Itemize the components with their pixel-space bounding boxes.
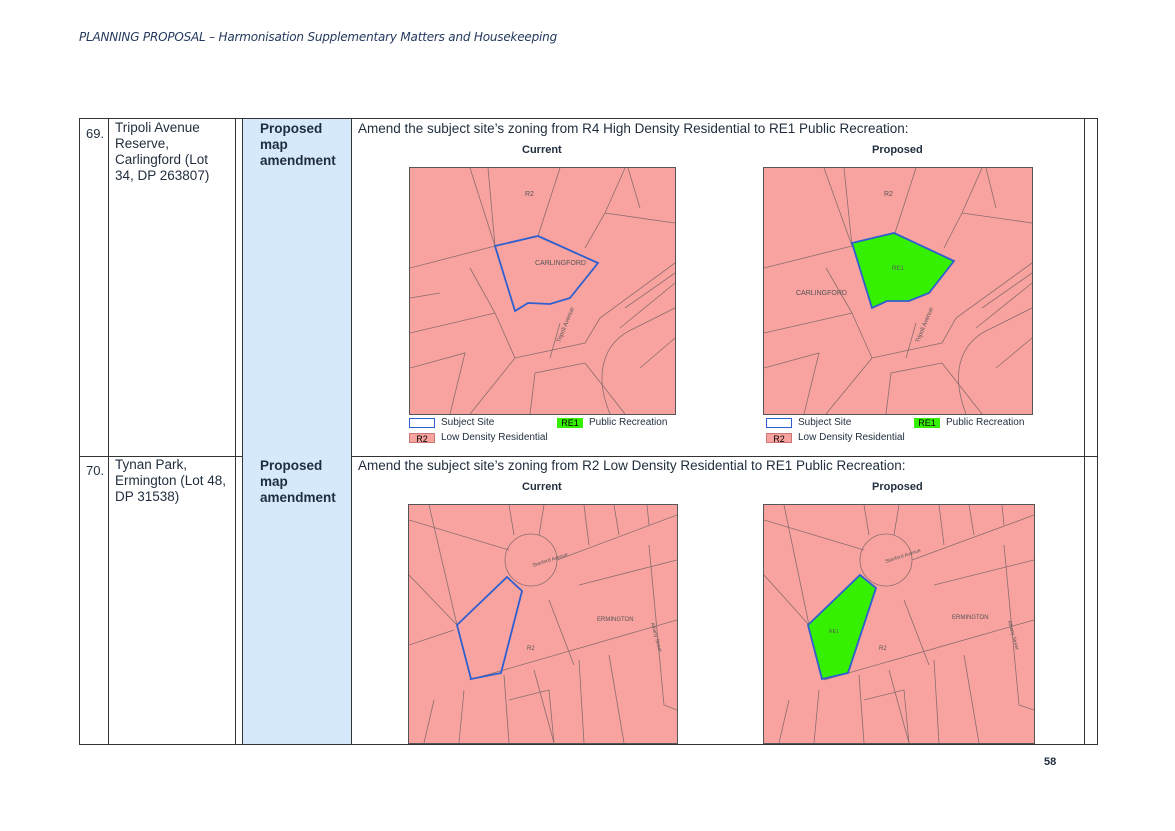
- re1-swatch: RE1: [557, 417, 583, 428]
- re1-swatch: RE1: [914, 417, 940, 428]
- street2-label: Albany Street: [649, 622, 663, 653]
- zone-label: R2: [884, 191, 893, 198]
- suburb-label: CARLINGFORD: [535, 260, 586, 267]
- table-row: 70. Tynan Park, Ermington (Lot 48, DP 31…: [80, 456, 1097, 744]
- street-label: Stanford Avenue: [532, 552, 569, 569]
- site-name: Tripoli Avenue Reserve, Carlingford (Lot…: [115, 120, 210, 183]
- proposed-label: Proposed: [872, 144, 923, 156]
- page-number: 58: [1044, 756, 1057, 768]
- r2-swatch: R2: [409, 432, 435, 444]
- proposed-zoning-map: R2 CARLINGFORD RE1 Tripoli Avenue: [763, 167, 1033, 415]
- subject-site-swatch: [766, 417, 792, 428]
- street-label: Stanford Avenue: [885, 548, 922, 565]
- proposed-zoning-map: R2 ERMINGTON RE1 Stanford Avenue Albany …: [763, 504, 1035, 744]
- row-number: 70.: [86, 463, 105, 478]
- row-number: 69.: [86, 126, 105, 141]
- proposed-label: Proposed: [872, 481, 923, 493]
- map-legend: Subject Site RE1 Public Recreation R2 Low …: [766, 417, 1036, 447]
- site-zone-label: RE1: [892, 266, 904, 272]
- amendment-description: Amend the subject site’s zoning from R2 …: [358, 458, 906, 473]
- amendments-table: 69. Tripoli Avenue Reserve, Carlingford …: [79, 118, 1098, 745]
- current-label: Current: [522, 144, 562, 156]
- zone-label: R2: [525, 191, 534, 198]
- amendment-description: Amend the subject site’s zoning from R4 …: [358, 121, 909, 136]
- suburb-label: ERMINGTON: [597, 617, 634, 623]
- current-label: Current: [522, 481, 562, 493]
- current-zoning-map: R2 ERMINGTON Stanford Avenue Albany Stre…: [408, 504, 678, 744]
- site-zone-label: RE1: [829, 629, 839, 635]
- r2-swatch: R2: [766, 432, 792, 444]
- site-name: Tynan Park, Ermington (Lot 48, DP 31538): [115, 457, 227, 504]
- current-zoning-map: R2 CARLINGFORD Tripoli Avenue: [409, 167, 676, 415]
- page-header: PLANNING PROPOSAL – Harmonisation Supple…: [79, 30, 557, 44]
- subject-site-swatch: [409, 417, 435, 428]
- map-legend: Subject Site RE1 Public Recreation R2 Low …: [409, 417, 679, 447]
- amendment-type: Proposed map amendment: [260, 121, 336, 168]
- suburb-label: ERMINGTON: [952, 615, 989, 621]
- zone-label: R2: [527, 646, 535, 652]
- suburb-label: CARLINGFORD: [796, 290, 847, 297]
- street-label: Tripoli Avenue: [915, 306, 935, 344]
- amendment-type: Proposed map amendment: [260, 458, 336, 505]
- table-row: 69. Tripoli Avenue Reserve, Carlingford …: [80, 119, 1097, 457]
- zone-label: R2: [879, 646, 887, 652]
